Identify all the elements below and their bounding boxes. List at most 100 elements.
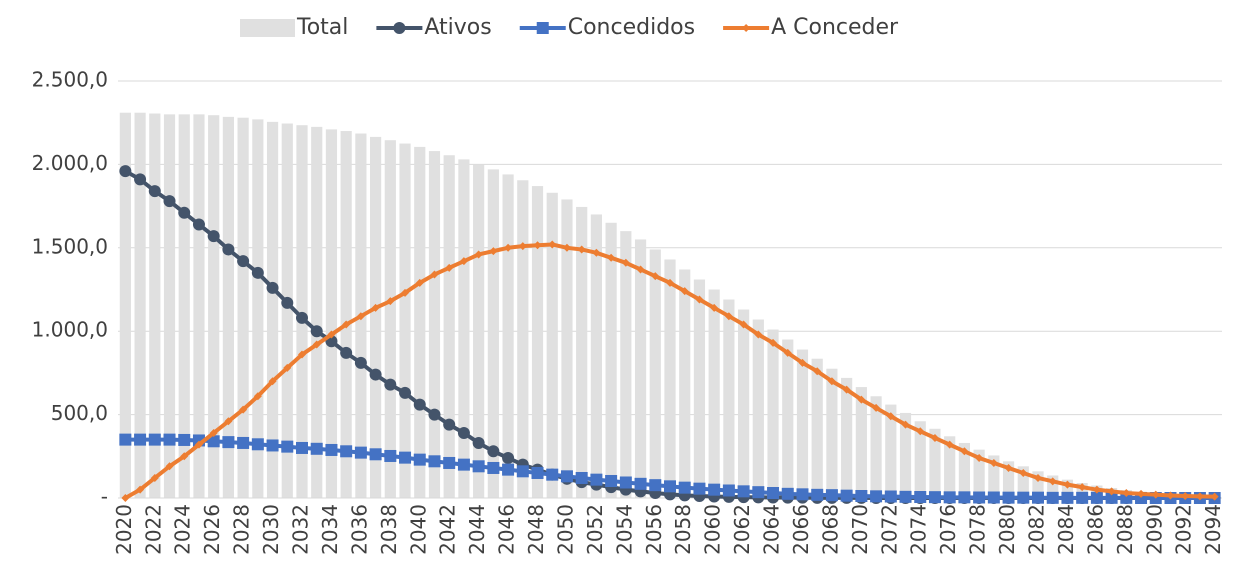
line-marker	[445, 263, 454, 272]
line-marker	[531, 466, 544, 479]
legend-label: A Conceder	[771, 15, 899, 40]
line-marker	[222, 436, 235, 449]
bar	[473, 164, 485, 498]
line-marker	[916, 427, 925, 436]
bar	[914, 421, 926, 498]
line-marker	[268, 377, 277, 386]
bar	[252, 119, 264, 498]
line-marker	[165, 462, 174, 471]
bar	[811, 358, 823, 498]
bar	[855, 387, 867, 498]
line-marker	[651, 272, 660, 281]
line-marker	[457, 426, 470, 439]
line-marker	[783, 348, 792, 357]
line-marker	[884, 490, 897, 503]
line-marker	[724, 312, 733, 321]
line-marker	[575, 471, 588, 484]
line-marker	[989, 458, 998, 467]
y-tick-label: 2.500,0	[32, 68, 108, 92]
line-marker	[1076, 491, 1089, 504]
line-marker	[239, 405, 248, 414]
x-tick-label: 2068	[818, 504, 842, 555]
bar	[723, 299, 735, 498]
line-marker	[590, 473, 603, 486]
x-tick-label: 2054	[612, 504, 636, 555]
bar	[149, 113, 161, 498]
bar	[590, 214, 602, 498]
line-marker	[1063, 480, 1072, 489]
line-marker	[1137, 489, 1146, 498]
line-marker	[163, 195, 176, 208]
line-marker	[1002, 491, 1015, 504]
line-marker	[489, 247, 498, 256]
line-marker	[1151, 490, 1160, 499]
bar	[531, 186, 544, 499]
line-marker	[487, 445, 500, 458]
legend-swatch	[240, 19, 295, 37]
line-marker	[283, 363, 292, 372]
x-tick-label: 2044	[465, 504, 489, 555]
line-marker	[237, 255, 250, 268]
line-marker	[312, 340, 321, 349]
line-marker	[369, 448, 382, 461]
line-marker	[1046, 491, 1059, 504]
legend-label: Ativos	[424, 15, 491, 40]
x-tick-label: 2082	[1025, 504, 1049, 555]
x-tick-label: 2022	[141, 504, 165, 555]
line-marker	[1105, 491, 1118, 504]
bar	[796, 349, 809, 498]
line-marker	[886, 412, 895, 421]
line-marker	[121, 494, 130, 502]
line-marker	[516, 465, 529, 478]
legend-marker	[742, 24, 751, 32]
line-marker	[546, 468, 559, 481]
bar	[988, 455, 1000, 498]
bar	[944, 436, 956, 498]
line-marker	[619, 476, 632, 489]
y-tick-label: 2.000,0	[32, 151, 108, 175]
line-marker	[119, 433, 132, 446]
line-marker	[975, 453, 984, 462]
bar	[958, 442, 970, 498]
line-marker	[369, 368, 382, 381]
bar	[782, 339, 794, 498]
line-marker	[148, 433, 161, 446]
line-marker	[1032, 491, 1044, 504]
y-tick-label: 500,0	[51, 401, 108, 425]
bar	[752, 319, 764, 498]
line-marker	[237, 436, 250, 449]
bar	[340, 131, 352, 499]
line-marker	[399, 451, 412, 464]
x-tick-label: 2036	[347, 504, 371, 555]
line-marker	[840, 489, 853, 502]
line-marker	[827, 377, 836, 386]
line-marker	[811, 488, 824, 501]
line-marker	[1166, 491, 1175, 500]
x-tick-label: 2084	[1054, 504, 1078, 555]
line-marker	[296, 311, 308, 324]
bar	[163, 114, 176, 499]
x-tick-label: 2070	[848, 504, 872, 555]
x-tick-label: 2046	[495, 504, 519, 555]
line-marker	[872, 403, 881, 412]
line-marker	[251, 438, 264, 451]
line-marker	[428, 408, 441, 421]
line-marker	[150, 473, 159, 482]
line-marker	[356, 312, 365, 321]
bar	[134, 112, 146, 498]
bar	[708, 289, 720, 498]
line-marker	[958, 491, 971, 504]
line-marker	[251, 266, 264, 279]
line-marker	[298, 350, 306, 359]
line-marker	[605, 474, 618, 487]
bar	[620, 231, 632, 498]
line-marker	[386, 297, 395, 306]
line-marker	[739, 320, 748, 329]
line-marker	[354, 356, 367, 369]
bar	[266, 121, 279, 498]
line-marker	[781, 487, 794, 500]
x-tick-label: 2058	[671, 504, 695, 555]
line-marker	[401, 288, 410, 297]
line-marker	[178, 206, 191, 219]
line-marker	[428, 455, 441, 468]
